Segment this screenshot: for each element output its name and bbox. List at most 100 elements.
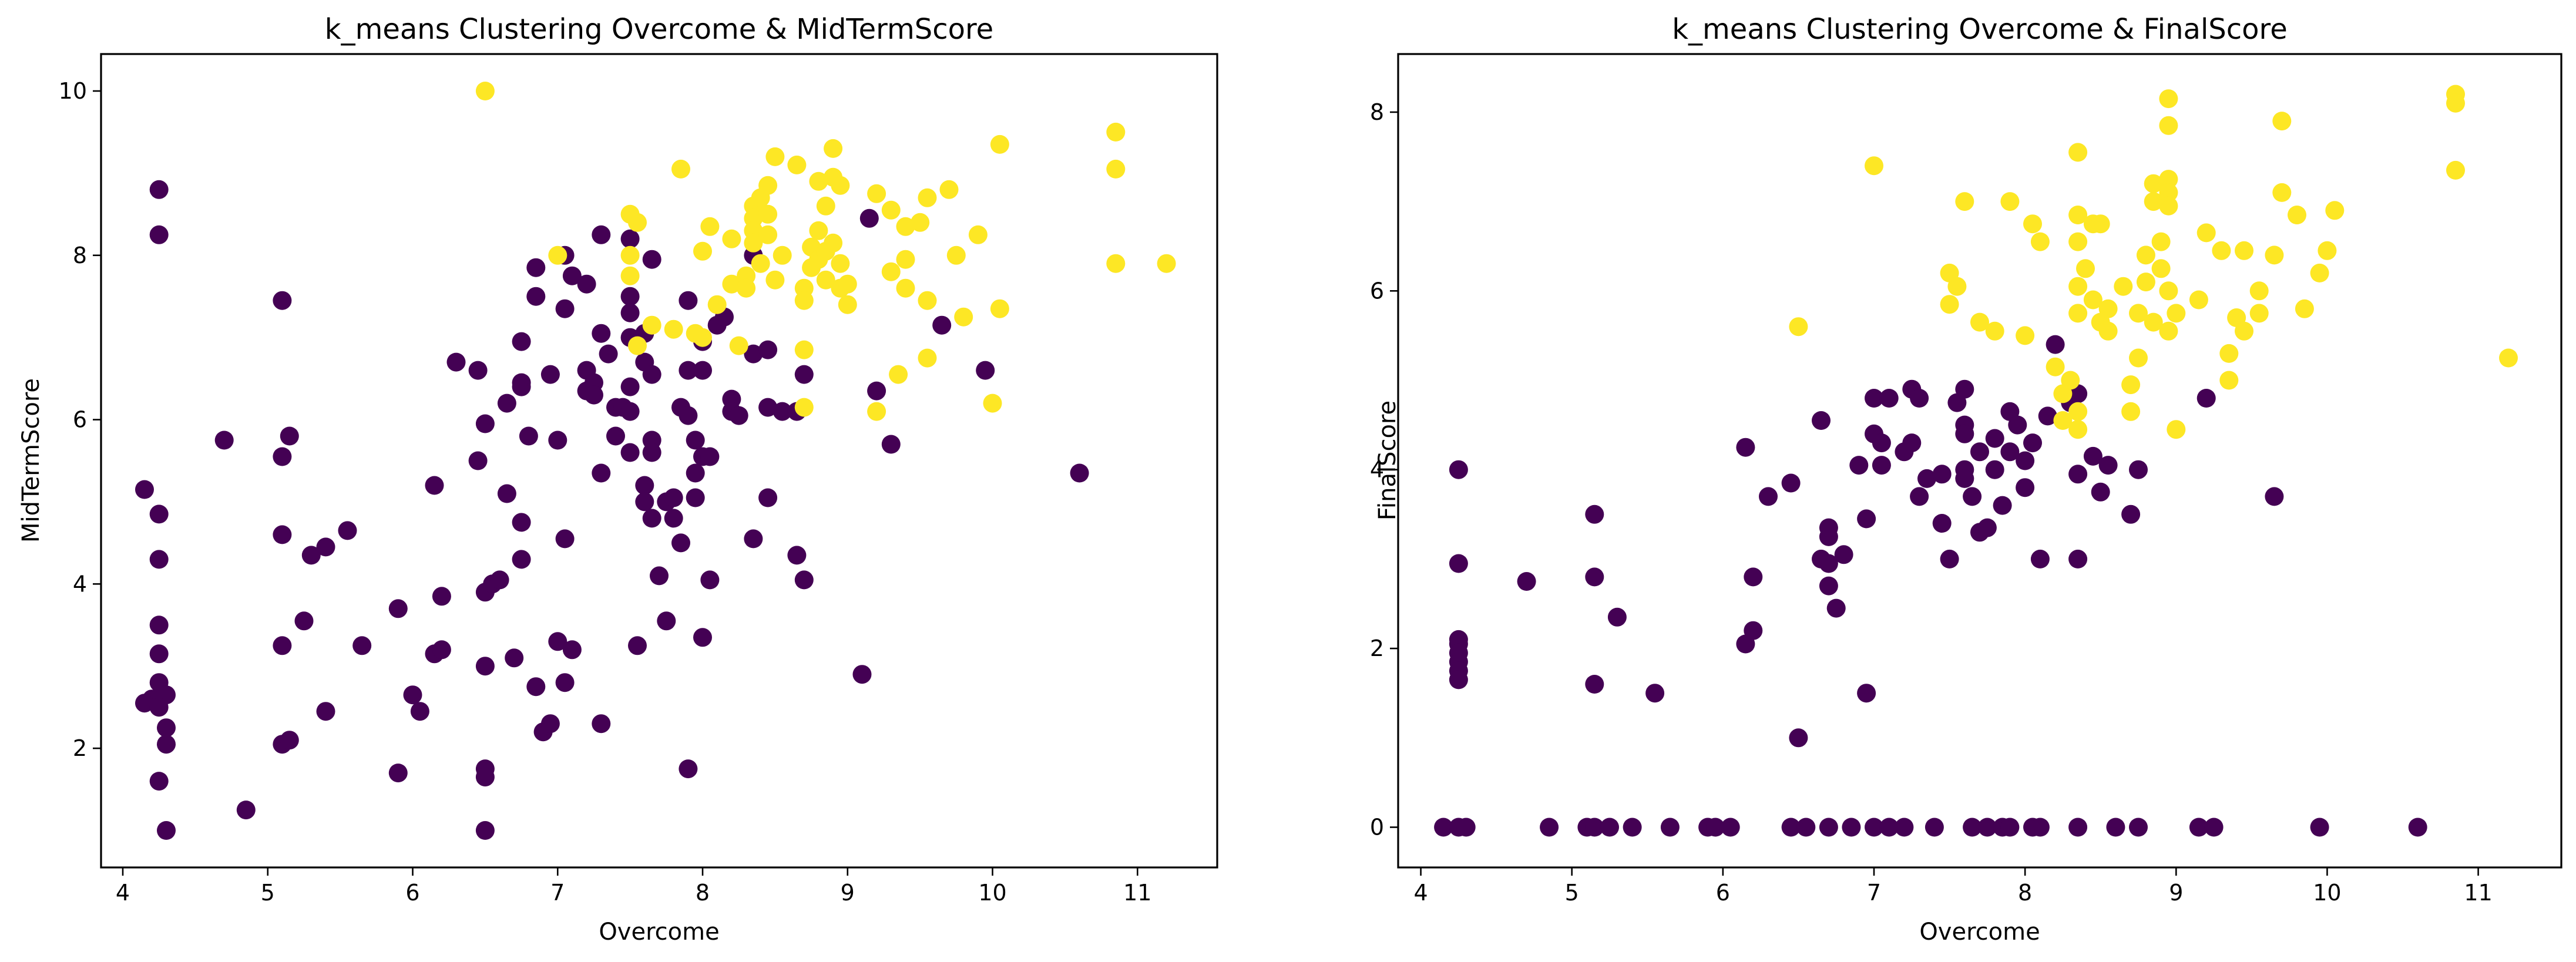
final-point-cluster-1 (1789, 317, 1808, 337)
final-point-cluster-1 (2189, 290, 2208, 310)
final-point-cluster-1 (1947, 277, 1967, 296)
midterm-point-cluster-0 (149, 504, 169, 524)
midterm-point-cluster-1 (838, 274, 857, 294)
midterm-point-cluster-0 (635, 476, 654, 495)
midterm-point-cluster-0 (664, 509, 683, 528)
midterm-point-cluster-0 (497, 484, 516, 503)
final-point-cluster-0 (2121, 504, 2141, 524)
final-y-tick-label: 4 (1370, 457, 1384, 483)
midterm-x-tick-label: 7 (550, 880, 565, 906)
midterm-point-cluster-0 (794, 570, 814, 590)
midterm-point-cluster-0 (388, 763, 408, 783)
midterm-point-cluster-0 (657, 611, 676, 631)
midterm-point-cluster-0 (679, 406, 698, 425)
midterm-point-cluster-1 (1106, 122, 1126, 142)
final-point-cluster-0 (1932, 514, 1952, 533)
final-point-cluster-0 (2204, 818, 2224, 837)
midterm-point-cluster-1 (990, 299, 1009, 318)
midterm-point-cluster-1 (918, 348, 937, 368)
midterm-point-cluster-0 (758, 488, 778, 507)
final-point-cluster-0 (2016, 478, 2035, 497)
midterm-point-cluster-1 (794, 340, 814, 359)
midterm-point-cluster-0 (1070, 463, 1089, 483)
final-point-cluster-0 (2098, 456, 2118, 475)
final-point-cluster-0 (1449, 460, 1468, 479)
midterm-point-cluster-1 (968, 225, 988, 244)
midterm-point-cluster-0 (301, 546, 321, 565)
final-point-cluster-1 (1940, 295, 1959, 314)
midterm-point-cluster-1 (881, 262, 901, 281)
final-point-cluster-0 (1660, 818, 1680, 837)
midterm-point-cluster-1 (548, 245, 567, 265)
final-point-cluster-0 (1910, 487, 1929, 506)
midterm-point-cluster-0 (149, 615, 169, 635)
final-point-cluster-0 (1917, 469, 1936, 488)
midterm-point-cluster-1 (831, 254, 850, 273)
midterm-point-cluster-0 (273, 447, 292, 466)
midterm-x-tick-label: 10 (978, 880, 1006, 906)
midterm-point-cluster-0 (280, 731, 299, 750)
final-point-cluster-1 (2053, 411, 2073, 430)
final-x-tick-label: 5 (1565, 880, 1579, 906)
midterm-point-cluster-0 (468, 361, 488, 380)
final-point-cluster-0 (1857, 684, 1876, 703)
final-point-cluster-1 (2121, 375, 2141, 395)
final-point-cluster-0 (1970, 442, 1989, 462)
final-point-cluster-0 (1872, 456, 1891, 475)
midterm-point-cluster-1 (911, 213, 930, 232)
final-point-cluster-0 (1849, 456, 1869, 475)
midterm-point-cluster-0 (149, 225, 169, 244)
final-point-cluster-1 (2076, 259, 2095, 278)
midterm-point-cluster-0 (577, 274, 596, 294)
midterm-point-cluster-0 (729, 406, 748, 425)
final-point-cluster-1 (2159, 170, 2178, 189)
final-point-cluster-0 (2016, 451, 2035, 470)
final-point-cluster-0 (1940, 549, 1959, 569)
midterm-point-cluster-0 (512, 513, 531, 532)
midterm-point-cluster-1 (628, 336, 647, 355)
midterm-point-cluster-1 (620, 245, 640, 265)
final-point-cluster-0 (1819, 518, 1838, 537)
midterm-point-cluster-0 (540, 365, 560, 384)
midterm-point-cluster-0 (555, 529, 575, 549)
midterm-point-cluster-0 (606, 426, 625, 446)
final-point-cluster-1 (2197, 223, 2216, 243)
midterm-point-cluster-1 (475, 82, 495, 100)
midterm-x-tick-label: 5 (261, 880, 275, 906)
midterm-point-cluster-1 (1157, 254, 1176, 273)
midterm-x-ticks: 4 5 6 7 8 9 10 11 (116, 867, 1151, 906)
final-y-tick-label: 2 (1370, 635, 1384, 661)
final-point-cluster-1 (2068, 304, 2088, 323)
midterm-y-ticks: 2 4 6 8 10 (59, 78, 101, 761)
final-point-cluster-0 (1517, 572, 1536, 591)
final-point-cluster-0 (2083, 446, 2103, 466)
final-point-cluster-1 (2159, 116, 2178, 135)
midterm-point-cluster-0 (519, 426, 538, 446)
final-point-cluster-1 (2068, 232, 2088, 251)
midterm-point-cluster-1 (722, 274, 741, 294)
final-point-cluster-1 (2144, 174, 2163, 193)
midterm-point-cluster-0 (620, 229, 640, 248)
midterm-point-cluster-0 (679, 759, 698, 779)
midterm-point-cluster-0 (446, 352, 466, 372)
final-point-cluster-0 (1865, 818, 1883, 837)
final-point-cluster-1 (1955, 192, 1974, 211)
midterm-point-cluster-0 (642, 443, 661, 462)
final-point-cluster-0 (2068, 465, 2088, 484)
midterm-point-cluster-1 (700, 217, 720, 236)
midterm-point-cluster-0 (149, 698, 169, 717)
final-point-cluster-1 (2318, 241, 2337, 260)
final-x-axis-label: Overcome (1919, 919, 2040, 946)
midterm-point-cluster-0 (157, 718, 176, 738)
final-point-cluster-0 (1865, 389, 1883, 408)
midterm-point-cluster-1 (946, 245, 966, 265)
final-point-cluster-1 (2272, 183, 2292, 202)
final-y-axis-label: FinalScore (1374, 401, 1401, 520)
midterm-point-cluster-0 (852, 665, 872, 684)
midterm-point-cluster-0 (642, 365, 661, 384)
final-point-cluster-0 (1744, 567, 1763, 587)
final-point-cluster-0 (1434, 818, 1453, 837)
midterm-point-cluster-0 (135, 694, 154, 713)
final-point-cluster-0 (1736, 438, 1755, 457)
final-point-cluster-1 (2219, 371, 2239, 390)
